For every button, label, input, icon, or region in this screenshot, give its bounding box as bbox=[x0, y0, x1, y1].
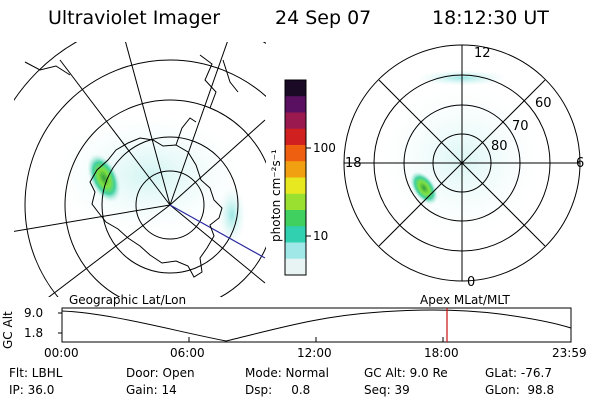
timeline-x-tick-0600: 06:00 bbox=[170, 346, 205, 360]
date-label: 24 Sep 07 bbox=[275, 7, 372, 29]
timeline-left-title: Geographic Lat/Lon bbox=[69, 293, 187, 307]
timeline-x-tick-1200: 12:00 bbox=[297, 346, 332, 360]
status-glon: GLon: 98.8 bbox=[485, 383, 555, 397]
timeline-plot bbox=[58, 307, 572, 343]
status-glat: GLat: -76.7 bbox=[485, 366, 552, 380]
timeline-right-title: Apex MLat/MLT bbox=[420, 293, 510, 307]
colorbar-stripe bbox=[285, 242, 306, 260]
mlt-0-label: 0 bbox=[467, 275, 476, 290]
colorbar-tick-10: 10 bbox=[313, 229, 329, 243]
latitude-circles bbox=[14, 42, 266, 297]
left-auroral-spot bbox=[87, 153, 121, 203]
ring-label-80: 80 bbox=[491, 139, 508, 154]
mlt-spokes bbox=[344, 45, 580, 281]
status-filter: Flt: LBHL bbox=[9, 366, 63, 380]
colorbar-unit-label: photon cm⁻²s⁻¹ bbox=[269, 149, 283, 242]
mlt-6-label: 6 bbox=[576, 156, 585, 171]
geographic-polar-map bbox=[14, 42, 266, 297]
timeline-y-label: GC Alt bbox=[1, 311, 15, 349]
color-bar bbox=[284, 79, 311, 276]
ring-label-60: 60 bbox=[535, 96, 552, 111]
colorbar-stripe bbox=[285, 226, 306, 244]
meridians bbox=[14, 42, 266, 297]
colorbar-stripe bbox=[285, 128, 306, 146]
colorbar-stripe bbox=[285, 210, 306, 227]
timeline-y-tick-high: 9.0 bbox=[24, 306, 44, 320]
mlt-12-label: 12 bbox=[474, 46, 491, 61]
time-label: 18:12:30 UT bbox=[432, 7, 549, 29]
ring-label-70: 70 bbox=[512, 119, 529, 134]
colorbar-stripe bbox=[285, 177, 306, 195]
status-door: Door: Open bbox=[126, 366, 195, 380]
colorbar-stripe bbox=[285, 193, 306, 211]
timeline-x-tick-0000: 00:00 bbox=[44, 346, 79, 360]
right-auroral-spot bbox=[409, 171, 439, 205]
status-mode: Mode: Normal bbox=[245, 366, 329, 380]
status-seq: Seq: 39 bbox=[364, 383, 410, 397]
peninsula-coastline bbox=[175, 117, 197, 146]
status-dsp: Dsp: 0.8 bbox=[245, 383, 311, 397]
timeline-x-tick-1800: 18:00 bbox=[424, 346, 459, 360]
southern-ocean-coastlines bbox=[24, 54, 239, 109]
status-gain: Gain: 14 bbox=[126, 383, 177, 397]
status-ip: IP: 36.0 bbox=[9, 383, 55, 397]
colorbar-stripe bbox=[285, 96, 306, 114]
colorbar-stripe bbox=[285, 112, 306, 130]
left-emission-east bbox=[218, 185, 246, 245]
timeline-ticks bbox=[58, 312, 444, 342]
colorbar-stripe bbox=[285, 145, 306, 162]
timeline-x-tick-2359: 23:59 bbox=[552, 346, 587, 360]
noon-meridian-line bbox=[169, 204, 266, 259]
status-gc-alt: GC Alt: 9.0 Re bbox=[364, 366, 448, 380]
altitude-curve bbox=[61, 309, 572, 342]
colorbar-stripe bbox=[285, 258, 306, 276]
colorbar-tick-100: 100 bbox=[313, 141, 336, 155]
colorbar-stripe bbox=[285, 161, 306, 179]
timeline-y-tick-low: 1.8 bbox=[24, 326, 44, 340]
antarctica-coastline bbox=[89, 137, 223, 278]
magnetic-polar-plot bbox=[343, 44, 581, 282]
colorbar-stripe bbox=[285, 80, 306, 97]
mlt-18-label: 18 bbox=[345, 156, 362, 171]
instrument-title: Ultraviolet Imager bbox=[48, 7, 221, 29]
